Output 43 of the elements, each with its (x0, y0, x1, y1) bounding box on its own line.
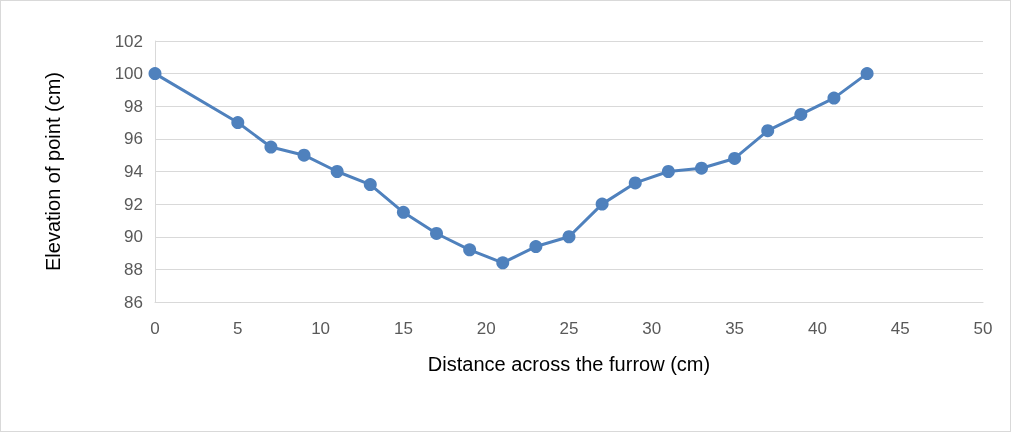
point (297, 148, 311, 162)
point (264, 140, 278, 154)
x-tick-label: 20 (476, 319, 496, 338)
y-axis-title: Elevation of point (cm) (42, 72, 64, 271)
y-tick-label: 92 (124, 194, 143, 214)
point (496, 256, 510, 270)
point (430, 226, 444, 240)
y-tick-label: 98 (124, 96, 143, 116)
x-axis-title: Distance across the furrow (cm) (427, 353, 711, 375)
point (363, 178, 377, 192)
point (396, 205, 410, 219)
x-tick-label: 0 (150, 319, 160, 338)
y-tick-label: 88 (124, 259, 143, 279)
point (860, 67, 874, 81)
x-tick-label: 50 (973, 319, 993, 338)
point (628, 176, 642, 190)
x-tick-label: 10 (311, 319, 331, 338)
point (231, 116, 245, 130)
y-tick-label: 102 (114, 31, 143, 51)
y-tick-label: 86 (124, 292, 143, 312)
point (728, 151, 742, 165)
x-tick-label: 15 (393, 319, 413, 338)
y-tick-label: 94 (124, 162, 143, 181)
point (562, 230, 576, 244)
y-tick-label: 100 (114, 64, 143, 84)
point (148, 67, 162, 81)
y-tick-label: 90 (124, 227, 143, 247)
point (463, 243, 477, 257)
point (827, 91, 841, 105)
x-tick-label: 40 (807, 319, 827, 338)
x-tick-label: 35 (725, 319, 745, 338)
x-tick-label: 25 (559, 319, 579, 338)
x-tick-label: 45 (890, 319, 910, 338)
y-tick-label: 96 (124, 129, 143, 149)
point (529, 240, 543, 254)
x-tick-label: 30 (642, 319, 662, 338)
point (330, 165, 344, 178)
point (761, 124, 775, 138)
point (595, 197, 609, 211)
point (661, 165, 675, 178)
point (694, 161, 708, 175)
x-tick-label: 5 (233, 319, 243, 338)
point (794, 107, 808, 121)
